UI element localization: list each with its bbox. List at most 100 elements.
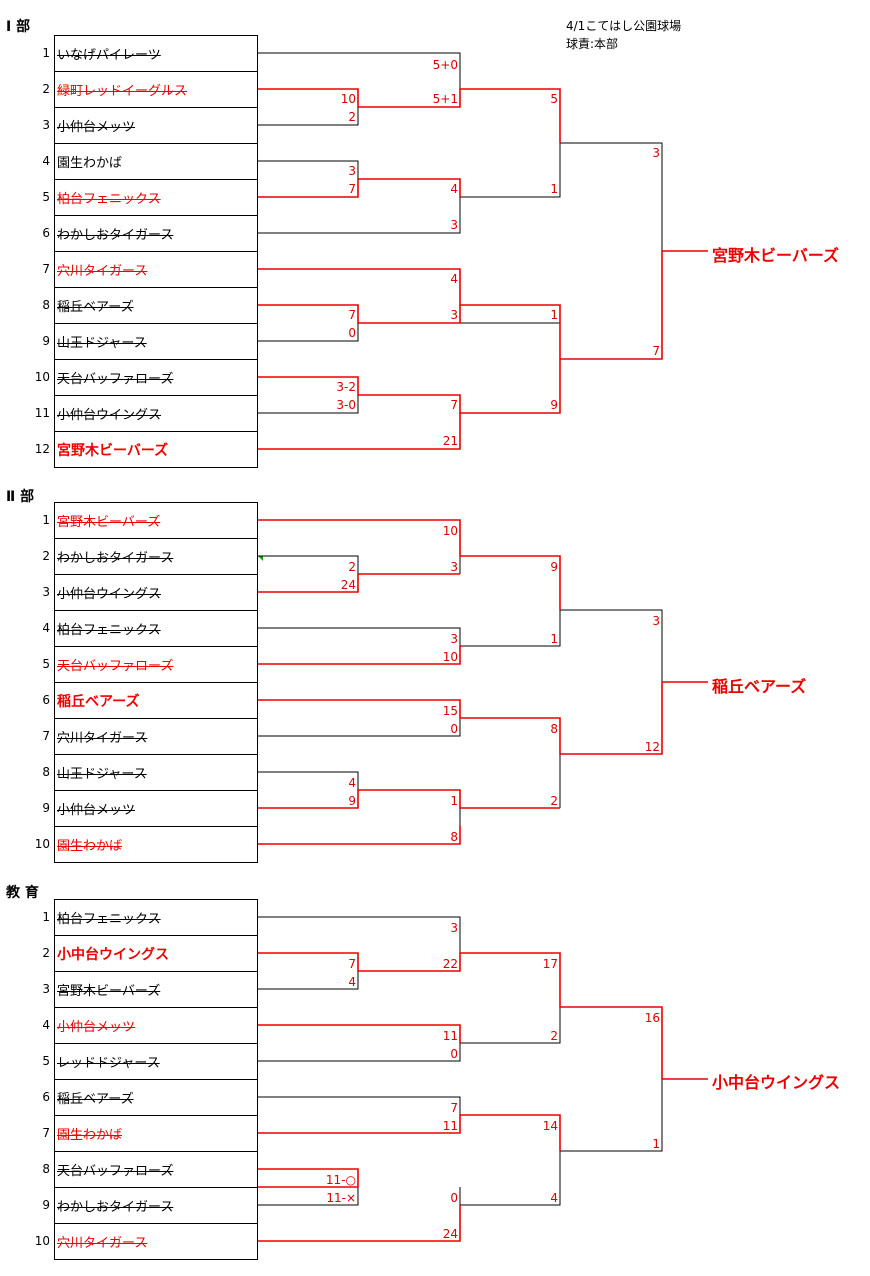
- bracket-line: [258, 627, 461, 646]
- team-row: 宮野木ビーバーズ: [55, 503, 257, 539]
- team-row: 宮野木ビーバーズ: [55, 972, 257, 1008]
- team-row: 小中台ウイングス: [55, 936, 257, 972]
- team-row: 穴川タイガース: [55, 719, 257, 755]
- winner-line: [258, 178, 461, 198]
- team-number: 9: [42, 801, 50, 815]
- score: 5+1: [432, 92, 458, 106]
- score: 3: [450, 218, 458, 232]
- team-name: 宮野木ビーバーズ: [57, 443, 169, 459]
- score: 8: [450, 830, 458, 844]
- score: 4: [450, 182, 458, 196]
- team-row: 園生わかば: [55, 827, 257, 863]
- team-row: 稲丘ベアーズ: [55, 683, 257, 719]
- score: 3: [450, 632, 458, 646]
- winner-line: [258, 826, 461, 845]
- winner-line: [258, 304, 461, 324]
- team-name: 宮野木ビーバーズ: [57, 515, 161, 530]
- score: 14: [542, 1119, 558, 1133]
- team-name: 小仲台メッツ: [57, 120, 136, 135]
- team-name: 穴川タイガース: [57, 1236, 148, 1251]
- team-number: 1: [42, 513, 50, 527]
- team-number: 3: [42, 118, 50, 132]
- score: 11-○: [325, 1173, 356, 1187]
- score: 12: [644, 740, 660, 754]
- team-name: 天台バッファローズ: [57, 1164, 174, 1179]
- bracket-line: [258, 555, 359, 574]
- team-row: 穴川タイガース: [55, 252, 257, 288]
- team-name: レッドドジャース: [57, 1056, 160, 1071]
- team-row: わかしおタイガース: [55, 1188, 257, 1224]
- score: 17: [542, 957, 558, 971]
- team-row: 緑町レッドイーグルス: [55, 72, 257, 108]
- venue-text: 4/1こてはし公園球場: [566, 19, 682, 33]
- winner-line: [258, 413, 461, 450]
- score: 7: [652, 344, 660, 358]
- score: 7: [450, 1101, 458, 1115]
- team-name: 穴川タイガース: [57, 731, 148, 746]
- score: 2: [550, 794, 558, 808]
- score: 0: [450, 1047, 458, 1061]
- team-number: 7: [42, 729, 50, 743]
- team-number: 9: [42, 334, 50, 348]
- team-row: 山王ドジャース: [55, 324, 257, 360]
- team-name: 稲丘ベアーズ: [57, 1092, 134, 1107]
- score: 24: [442, 1227, 458, 1241]
- team-row: わかしおタイガース: [55, 216, 257, 252]
- team-number: 7: [42, 262, 50, 276]
- score: 21: [442, 434, 458, 448]
- winner-line: [258, 573, 460, 593]
- score: 1: [550, 632, 558, 646]
- team-row: 稲丘ベアーズ: [55, 288, 257, 324]
- section-2-team-table: 宮野木ビーバーズ わかしおタイガース 小仲台ウイングス 柏台フェニックス 天台バ…: [54, 502, 258, 863]
- section-1-bracket-lines: [258, 52, 708, 450]
- score: 3: [450, 308, 458, 322]
- team-row: 小仲台メッツ: [55, 108, 257, 144]
- official-text: 球責:本部: [566, 37, 619, 51]
- team-row: 天台バッファローズ: [55, 1152, 257, 1188]
- team-row: いなげパイレーツ: [55, 36, 257, 72]
- team-number: 2: [42, 549, 50, 563]
- team-row: 柏台フェニックス: [55, 611, 257, 647]
- winner-line: [258, 519, 561, 610]
- team-number: 6: [42, 226, 50, 240]
- team-number: 7: [42, 1126, 50, 1140]
- team-name: 園生わかば: [57, 156, 123, 171]
- team-name: 稲丘ベアーズ: [57, 694, 140, 710]
- score: 0: [348, 326, 356, 340]
- team-row: 穴川タイガース: [55, 1224, 257, 1260]
- winner-line: [258, 1205, 461, 1242]
- team-name: 園生わかば: [57, 839, 123, 854]
- marker-corner: [258, 556, 263, 561]
- score: 9: [550, 398, 558, 412]
- bracket-line: [258, 1187, 359, 1206]
- score: 8: [550, 722, 558, 736]
- team-name: わかしおタイガース: [57, 551, 174, 566]
- score: 2: [348, 560, 356, 574]
- score: 3: [450, 921, 458, 935]
- team-number: 12: [34, 442, 50, 456]
- winner-line: [258, 646, 461, 665]
- winner-line: [258, 88, 561, 143]
- winner-line: [258, 681, 708, 755]
- team-number: 1: [42, 910, 50, 924]
- team-row: レッドドジャース: [55, 1044, 257, 1080]
- team-name: 天台バッファローズ: [57, 372, 174, 387]
- team-number: 4: [42, 1018, 50, 1032]
- section-1-team-table: いなげパイレーツ 緑町レッドイーグルス 小仲台メッツ 園生わかば 柏台フェニック…: [54, 35, 258, 468]
- score: 22: [442, 957, 458, 971]
- bracket-line: [258, 197, 461, 234]
- score: 11: [442, 1119, 458, 1133]
- team-number: 3: [42, 982, 50, 996]
- score: 1: [450, 794, 458, 808]
- winner-line: [258, 952, 708, 1080]
- team-name: わかしおタイガース: [57, 228, 174, 243]
- score: 2: [348, 110, 356, 124]
- team-row: 宮野木ビーバーズ: [55, 432, 257, 468]
- team-name: わかしおタイガース: [57, 1200, 174, 1215]
- score: 5: [550, 92, 558, 106]
- team-row: 小仲台ウイングス: [55, 396, 257, 432]
- score: 3: [652, 146, 660, 160]
- section-1-winner: 宮野木ビーバーズ: [712, 246, 840, 265]
- team-number: 4: [42, 621, 50, 635]
- team-number: 10: [34, 837, 50, 851]
